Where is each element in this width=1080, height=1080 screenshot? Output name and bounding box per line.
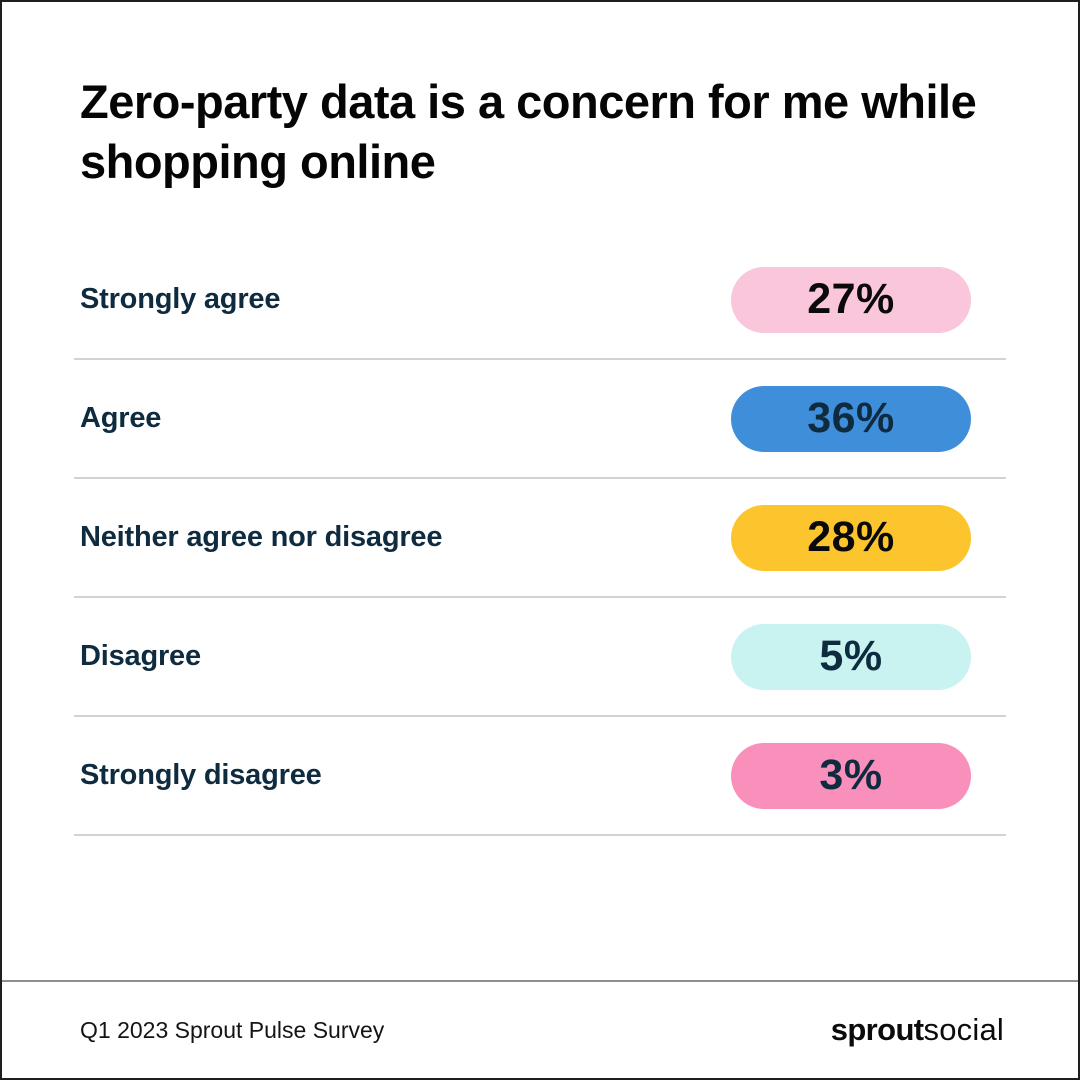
value-pill: 36% (731, 385, 971, 452)
survey-row-disagree: Disagree 5% (74, 598, 1006, 718)
value-pill: 5% (731, 623, 971, 690)
logo-sprout-text: sprout (830, 1012, 924, 1047)
chart-title: Zero-party data is a concern for me whil… (80, 75, 977, 188)
response-label: Disagree (80, 640, 201, 673)
response-label: Strongly disagree (80, 759, 322, 792)
value-text: 27% (807, 275, 895, 324)
value-text: 3% (819, 751, 883, 800)
response-label: Strongly agree (80, 283, 281, 316)
footer: Q1 2023 Sprout Pulse Survey sproutsocial (2, 980, 1078, 1078)
value-text: 36% (807, 394, 895, 443)
source-text: Q1 2023 Sprout Pulse Survey (80, 1016, 385, 1043)
survey-row-neither: Neither agree nor disagree 28% (74, 479, 1006, 599)
survey-results-list: Strongly agree 27% Agree 36% Neither agr… (74, 241, 1006, 837)
value-pill: 27% (731, 266, 971, 333)
value-pill: 28% (731, 504, 971, 571)
response-label: Neither agree nor disagree (80, 521, 443, 554)
logo-social-text: social (923, 1012, 1004, 1047)
sprout-social-logo: sproutsocial (831, 1012, 1004, 1048)
value-pill: 3% (731, 742, 971, 809)
response-label: Agree (80, 402, 162, 435)
survey-row-strongly-agree: Strongly agree 27% (74, 241, 1006, 361)
value-text: 5% (819, 632, 883, 681)
survey-row-agree: Agree 36% (74, 360, 1006, 480)
survey-row-strongly-disagree: Strongly disagree 3% (74, 717, 1006, 837)
value-text: 28% (807, 513, 895, 562)
